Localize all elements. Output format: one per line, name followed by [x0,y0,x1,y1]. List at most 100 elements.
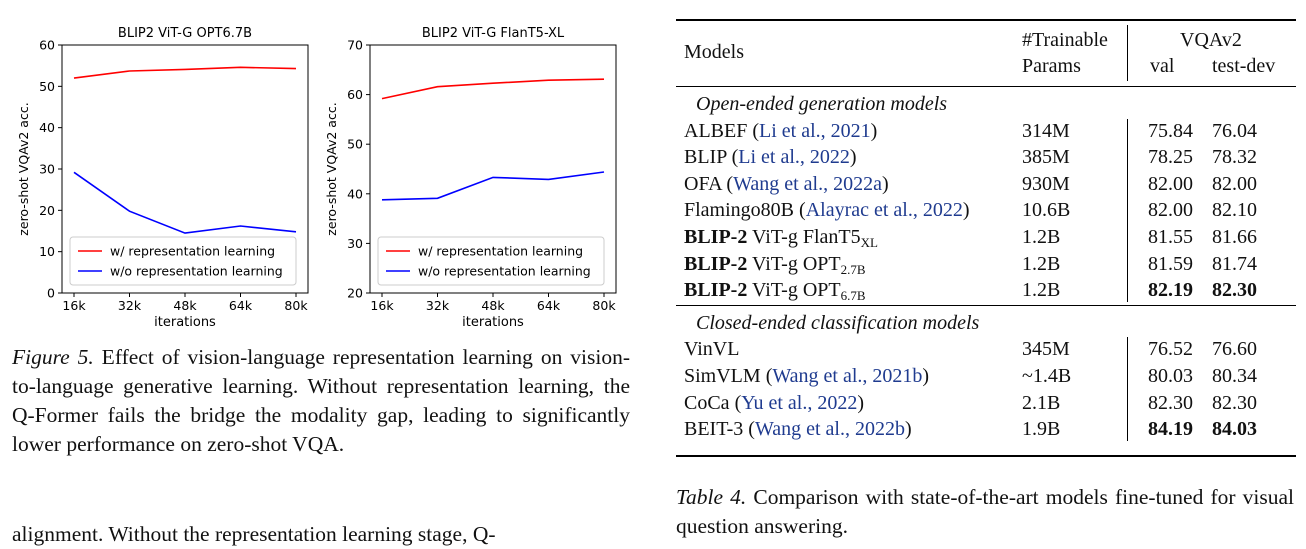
citation-open: ( [734,391,742,414]
chart-1-ylabel: zero-shot VQAv2 acc. [16,102,31,235]
model-name: ALBEF [684,119,753,142]
table-row-params: 314M [1022,119,1070,142]
table-row-model: BLIP (Li et al., 2022) [684,144,857,170]
citation-close: ) [857,391,864,414]
citation-open: ( [799,199,806,222]
model-name: BEIT-3 [684,418,749,441]
citation-close: ) [922,365,930,387]
table-row-params: 10.6B [1022,199,1071,222]
chart-2-xtick-label: 32k [426,298,450,313]
table-row-test-dev: 82.30 [1212,391,1257,414]
chart-2-xtick-label: 16k [370,298,394,313]
figure-caption: Figure 5. Effect of vision-language repr… [12,343,630,459]
table-row-val: 82.00 [1148,172,1193,195]
citation-close: ) [904,418,912,441]
citation-link: Wang et al., 2022b [754,418,905,441]
citation-open: ( [748,418,755,441]
chart-1-xtick-label: 64k [229,298,253,313]
model-subscript: 6.7B [840,288,866,304]
table-row-val: 80.03 [1148,365,1193,387]
table-caption-label: Table 4. [676,485,747,509]
citation-close: ) [962,199,970,222]
table-row-model: BEIT-3 (Wang et al., 2022b) [684,416,912,442]
chart-1-title: BLIP2 ViT-G OPT6.7B [118,26,252,41]
table-row-params: 1.2B [1022,252,1061,275]
chart-2-ytick-label: 60 [347,87,363,102]
figure-caption-text: Effect of vision-language representation… [12,345,630,456]
table-row-model: BLIP-2 ViT-g OPT6.7B [684,277,866,303]
table-row-val: 82.30 [1148,391,1193,414]
table-row-val: 75.84 [1148,119,1193,142]
table-caption-text: Comparison with state-of-the-art models … [676,485,1294,538]
chart-2-ylabel: zero-shot VQAv2 acc. [324,102,339,235]
citation-open: ( [731,146,739,169]
model-name: SimVLM [684,365,766,387]
table-bottom-rule [676,455,1296,457]
chart-1-ytick-label: 40 [39,120,55,135]
table-row-val: 81.55 [1148,226,1193,248]
model-name-bold: BLIP-2 [684,252,748,275]
table-row-params: 930M [1022,172,1070,195]
table-row-test-dev: 76.60 [1212,338,1257,361]
model-name: ViT-g OPT [747,279,841,302]
table-row-test-dev: 81.66 [1212,226,1257,248]
chart-1-series-2-line [73,171,297,234]
citation-link: Yu et al., 2022 [741,391,858,414]
table-row-model: OFA (Wang et al., 2022a) [684,171,889,197]
chart-2-xtick-label: 64k [537,298,561,313]
citation-close: ) [882,172,889,195]
table-row-model: SimVLM (Wang et al., 2021b) [684,363,929,389]
chart-2-ytick-label: 30 [347,236,363,251]
table-row-params: 2.1B [1022,391,1061,414]
figure-caption-label: Figure 5. [12,345,94,369]
model-name: ViT-g FlanT5 [747,226,861,248]
model-name: BLIP [684,146,732,169]
table-row-test-dev: 82.00 [1212,172,1257,195]
table-row-model: Flamingo80B (Alayrac et al., 2022) [684,197,970,223]
header-bottom-rule [676,86,1296,87]
chart-2-xtick-label: 80k [592,298,616,313]
table-row-params: ~1.4B [1022,365,1072,387]
table-row-val: 76.52 [1148,338,1193,361]
chart-1-xtick-label: 16k [62,298,86,313]
chart-2-legend-box [377,236,605,286]
section-column-divider [1127,337,1128,441]
model-name-bold: BLIP-2 [684,279,748,302]
table-row-model: ALBEF (Li et al., 2021) [684,118,877,144]
chart-2-title: BLIP2 ViT-G FlanT5-XL [422,26,565,41]
table-top-rule [676,19,1296,21]
chart-2-ytick-label: 20 [347,286,363,301]
table-row-params: 1.2B [1022,279,1061,302]
section-divider-rule [676,304,1296,306]
chart-1-ytick-label: 20 [39,203,55,218]
chart-1-legend-box [69,236,297,286]
citation-link: Alayrac et al., 2022 [805,199,963,222]
table-caption: Table 4. Comparison with state-of-the-ar… [676,483,1294,541]
table-row-val: 78.25 [1148,146,1193,169]
chart-1-legend-label-2: w/o representation learning [110,264,283,279]
header-params-line1: #Trainable [1022,29,1108,51]
chart-2-series-1-line [381,78,605,100]
chart-1-legend-label-1: w/ representation learning [110,244,275,259]
table-row-val: 82.00 [1148,199,1193,222]
model-name: ViT-g OPT [747,252,841,275]
table-row-params: 1.2B [1022,226,1061,248]
model-name: OFA [684,172,727,195]
header-test-dev: test-dev [1212,55,1276,77]
model-name: VinVL [684,338,740,361]
table-row-params: 345M [1022,338,1070,361]
table-row-val: 84.19 [1148,418,1193,441]
citation-open: ( [752,119,760,142]
citation-link: Li et al., 2021 [759,119,871,142]
header-vqav2: VQAv2 [1180,29,1242,51]
table-row-test-dev: 82.30 [1212,279,1257,302]
chart-1-xtick-label: 48k [173,298,197,313]
chart-1-ytick-label: 10 [39,244,55,259]
citation-close: ) [870,119,878,142]
table-row-test-dev: 80.34 [1212,365,1257,387]
chart-2-legend-label-1: w/ representation learning [418,244,583,259]
table-row-params: 1.9B [1022,418,1061,441]
results-table: Models #Trainable Params VQAv2 val test-… [676,19,1296,459]
citation-open: ( [726,172,734,195]
chart-2-legend-label-2: w/o representation learning [418,264,591,279]
